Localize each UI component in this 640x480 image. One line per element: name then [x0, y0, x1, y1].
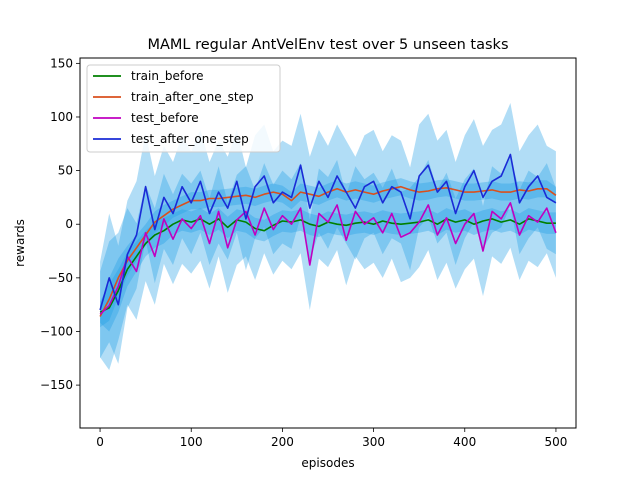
plot-frame — [79, 57, 577, 429]
band-train-after-one-step — [100, 178, 556, 328]
series-line-test-after-one-step — [99, 153, 557, 311]
band-test-before — [100, 157, 556, 371]
x-axis-ticks: 0 100 200 300 400 500 — [96, 428, 567, 449]
legend-label-test-after-one-step: test_after_one_step — [131, 132, 249, 146]
legend: train_before train_after_one_step test_bef… — [86, 64, 281, 153]
series-line-test-before — [99, 202, 557, 315]
y-tick-label: 50 — [58, 164, 73, 178]
y-tick-label: −100 — [40, 324, 73, 338]
x-axis-label: episodes — [301, 456, 354, 470]
x-tick-label: 0 — [96, 435, 104, 449]
legend-label-test-before: test_before — [131, 111, 199, 125]
legend-items: train_before train_after_one_step test_bef… — [93, 69, 254, 146]
legend-label-train-after-one-step: train_after_one_step — [131, 90, 254, 104]
legend-box — [86, 64, 281, 153]
y-axis-label: rewards — [13, 219, 27, 267]
y-tick-label: 100 — [50, 110, 73, 124]
x-tick-label: 200 — [271, 435, 294, 449]
y-tick-label: −150 — [40, 378, 73, 392]
series-lines — [99, 153, 557, 317]
x-tick-label: 100 — [180, 435, 203, 449]
y-tick-label: 0 — [65, 217, 73, 231]
chart-title: MAML regular AntVelEnv test over 5 unsee… — [147, 37, 508, 53]
x-tick-label: 500 — [544, 435, 567, 449]
series-line-train-after-one-step — [99, 185, 557, 317]
x-tick-label: 300 — [362, 435, 385, 449]
legend-label-train-before: train_before — [131, 69, 204, 83]
y-tick-label: 150 — [50, 56, 73, 70]
band-test-after-one-step — [100, 103, 556, 364]
x-tick-label: 400 — [453, 435, 476, 449]
y-tick-label: −50 — [48, 271, 73, 285]
y-axis-ticks: −150 −100 −50 0 50 100 150 — [40, 56, 80, 392]
